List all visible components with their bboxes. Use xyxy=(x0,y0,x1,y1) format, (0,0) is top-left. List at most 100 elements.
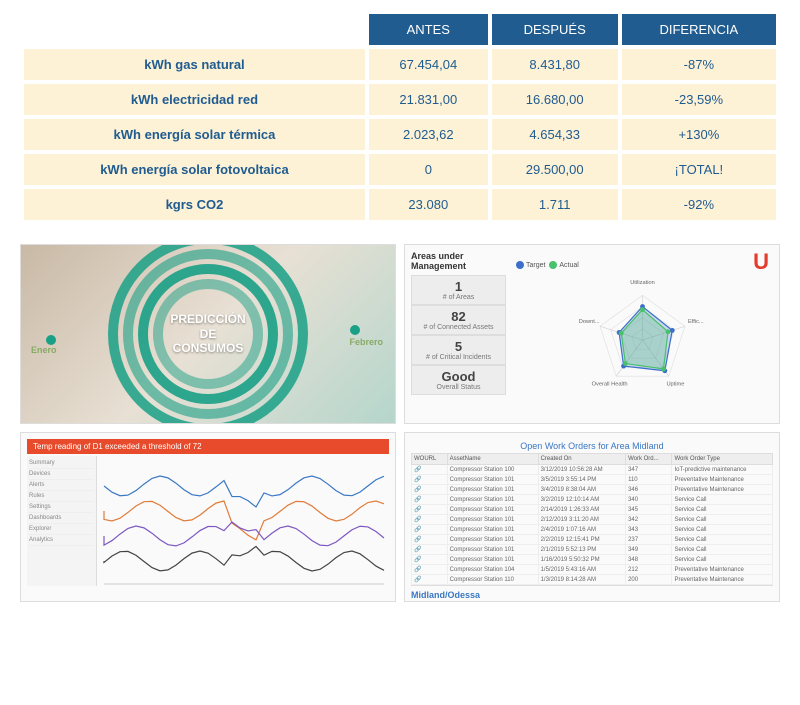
cell-antes: 23.080 xyxy=(369,189,488,220)
wo-cell: 1/3/2019 8:14:28 AM xyxy=(538,575,625,585)
row-label: kWh energía solar térmica xyxy=(24,119,365,150)
wo-row[interactable]: 🔗Compressor Station 1012/2/2019 12:15:41… xyxy=(412,535,773,545)
ts-chart xyxy=(99,456,389,586)
wo-cell: 345 xyxy=(626,505,672,515)
cell-despues: 4.654,33 xyxy=(492,119,618,150)
wo-cell: Preventative Maintenance xyxy=(672,475,773,485)
wo-cell: 🔗 xyxy=(412,515,448,525)
row-label: kWh electricidad red xyxy=(24,84,365,115)
wo-cell: IoT-predictive maintenance xyxy=(672,465,773,475)
wo-cell: 2/1/2019 5:52:13 PM xyxy=(538,545,625,555)
cell-despues: 8.431,80 xyxy=(492,49,618,80)
sidebar-item[interactable]: Analytics xyxy=(29,535,94,546)
sidebar-item[interactable]: Explorer xyxy=(29,524,94,535)
row-label: kWh energía solar fotovoltaica xyxy=(24,154,365,185)
wo-col: Created On xyxy=(538,454,625,465)
wo-cell: Service Call xyxy=(672,525,773,535)
cell-despues: 16.680,00 xyxy=(492,84,618,115)
wo-cell: Compressor Station 101 xyxy=(447,495,538,505)
wo-cell: 3/5/2019 3:55:14 PM xyxy=(538,475,625,485)
cell-antes: 2.023,62 xyxy=(369,119,488,150)
wo-cell: Preventative Maintenance xyxy=(672,575,773,585)
sidebar-item[interactable]: Rules xyxy=(29,491,94,502)
wo-cell: Service Call xyxy=(672,535,773,545)
table-row: kWh energía solar fotovoltaica029.500,00… xyxy=(24,154,776,185)
wo-title: Open Work Orders for Area Midland xyxy=(411,439,773,453)
wo-cell: 2/12/2019 3:11:20 AM xyxy=(538,515,625,525)
wo-cell: Compressor Station 100 xyxy=(447,465,538,475)
svg-text:Effic...: Effic... xyxy=(688,319,704,325)
sidebar-item[interactable]: Devices xyxy=(29,469,94,480)
wo-cell: 🔗 xyxy=(412,535,448,545)
wo-cell: 🔗 xyxy=(412,555,448,565)
weather-location: Midland/Odessa xyxy=(411,590,773,600)
wo-row[interactable]: 🔗Compressor Station 1012/14/2019 1:26:33… xyxy=(412,505,773,515)
wo-row[interactable]: 🔗Compressor Station 1011/16/2019 5:50:32… xyxy=(412,555,773,565)
table-row: kWh gas natural67.454,048.431,80-87% xyxy=(24,49,776,80)
wo-cell: 3/12/2019 10:56:28 AM xyxy=(538,465,625,475)
management-dashboard: Areas under Management 1# of Areas82# of… xyxy=(404,244,780,424)
sidebar-item[interactable]: Summary xyxy=(29,458,94,469)
dot-enero xyxy=(46,335,56,345)
wo-cell: 347 xyxy=(626,465,672,475)
wo-cell: Compressor Station 101 xyxy=(447,545,538,555)
radar-legend: Target Actual xyxy=(516,261,773,269)
wo-cell: Compressor Station 110 xyxy=(447,575,538,585)
ts-sidebar[interactable]: SummaryDevicesAlertsRulesSettingsDashboa… xyxy=(27,456,97,586)
wo-col: Work Ord... xyxy=(626,454,672,465)
wo-cell: 2/2/2019 12:15:41 PM xyxy=(538,535,625,545)
wo-row[interactable]: 🔗Compressor Station 1003/12/2019 10:56:2… xyxy=(412,465,773,475)
svg-text:Downt...: Downt... xyxy=(579,319,600,325)
wo-row[interactable]: 🔗Compressor Station 1012/1/2019 5:52:13 … xyxy=(412,545,773,555)
table-corner xyxy=(24,14,365,45)
svg-text:Uptime: Uptime xyxy=(666,381,684,387)
wo-cell: 🔗 xyxy=(412,565,448,575)
cell-antes: 67.454,04 xyxy=(369,49,488,80)
cell-antes: 21.831,00 xyxy=(369,84,488,115)
wo-cell: 340 xyxy=(626,495,672,505)
table-row: kWh electricidad red21.831,0016.680,00-2… xyxy=(24,84,776,115)
wo-cell: 🔗 xyxy=(412,505,448,515)
alert-banner: Temp reading of D1 exceeded a threshold … xyxy=(27,439,389,454)
wo-row[interactable]: 🔗Compressor Station 1012/12/2019 3:11:20… xyxy=(412,515,773,525)
row-label: kWh gas natural xyxy=(24,49,365,80)
wo-cell: Compressor Station 101 xyxy=(447,555,538,565)
dashboard-collage: Enero Febrero PREDICCIÓN DE CONSUMOS Are… xyxy=(20,244,780,602)
wo-col: Work Order Type xyxy=(672,454,773,465)
wo-row[interactable]: 🔗Compressor Station 1012/4/2019 1:07:16 … xyxy=(412,525,773,535)
wo-cell: Compressor Station 101 xyxy=(447,535,538,545)
timeseries-panel: Temp reading of D1 exceeded a threshold … xyxy=(20,432,396,602)
wo-row[interactable]: 🔗Compressor Station 1101/3/2019 8:14:28 … xyxy=(412,575,773,585)
wo-cell: 🔗 xyxy=(412,475,448,485)
wo-row[interactable]: 🔗Compressor Station 1041/5/2019 5:43:16 … xyxy=(412,565,773,575)
wo-cell: 237 xyxy=(626,535,672,545)
table-row: kgrs CO223.0801.711-92% xyxy=(24,189,776,220)
wo-cell: Compressor Station 101 xyxy=(447,515,538,525)
wo-row[interactable]: 🔗Compressor Station 1013/5/2019 3:55:14 … xyxy=(412,475,773,485)
wo-cell: 2/4/2019 1:07:16 AM xyxy=(538,525,625,535)
wo-cell: 🔗 xyxy=(412,495,448,505)
wo-cell: 110 xyxy=(626,475,672,485)
sidebar-item[interactable]: Dashboards xyxy=(29,513,94,524)
svg-text:Utilization: Utilization xyxy=(630,280,655,286)
wo-cell: Compressor Station 101 xyxy=(447,485,538,495)
wo-cell: 3/4/2019 8:38:04 AM xyxy=(538,485,625,495)
cell-despues: 1.711 xyxy=(492,189,618,220)
cell-dif: -23,59% xyxy=(622,84,776,115)
stat-box: 5# of Critical Incidents xyxy=(411,335,506,365)
wo-cell: 1/5/2019 5:43:16 AM xyxy=(538,565,625,575)
energy-comparison-table: ANTES DESPUÉS DIFERENCIA kWh gas natural… xyxy=(20,10,780,224)
sidebar-item[interactable]: Alerts xyxy=(29,480,94,491)
wo-cell: 2/14/2019 1:26:33 AM xyxy=(538,505,625,515)
col-diferencia: DIFERENCIA xyxy=(622,14,776,45)
wo-cell: Service Call xyxy=(672,505,773,515)
wo-cell: 3/2/2019 12:10:14 AM xyxy=(538,495,625,505)
wo-cell: 349 xyxy=(626,545,672,555)
sidebar-item[interactable]: Settings xyxy=(29,502,94,513)
wo-row[interactable]: 🔗Compressor Station 1013/4/2019 8:38:04 … xyxy=(412,485,773,495)
wo-cell: 🔗 xyxy=(412,485,448,495)
stats-title: Areas under Management xyxy=(411,251,506,271)
wo-row[interactable]: 🔗Compressor Station 1013/2/2019 12:10:14… xyxy=(412,495,773,505)
wo-cell: Service Call xyxy=(672,545,773,555)
col-despues: DESPUÉS xyxy=(492,14,618,45)
